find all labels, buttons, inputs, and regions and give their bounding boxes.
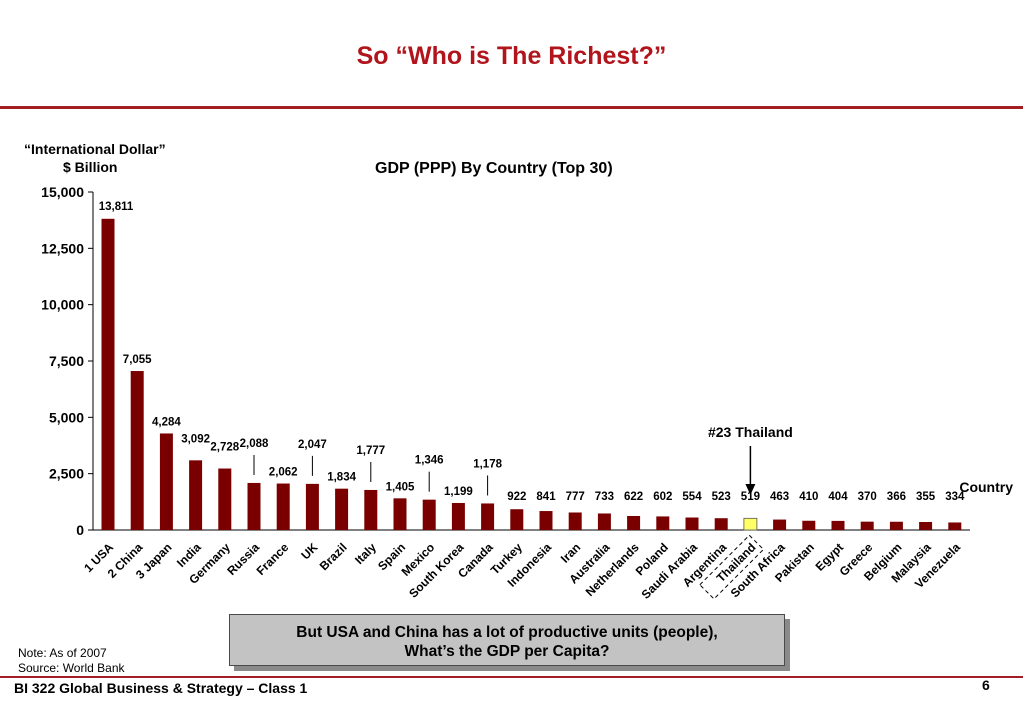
value-label: 922: [507, 491, 526, 503]
value-label: 410: [799, 491, 818, 503]
value-label: 602: [653, 491, 672, 503]
bar: [802, 520, 816, 530]
value-label: 2,728: [210, 442, 239, 454]
x-axis-title: Country: [959, 479, 1013, 495]
value-label: 370: [858, 491, 877, 503]
bar: [948, 522, 962, 530]
footer-rule: [0, 676, 1023, 678]
slide-title: So “Who is The Richest?”: [356, 42, 667, 70]
value-label: 622: [624, 491, 643, 503]
bar: [247, 482, 261, 530]
callout-line-1: But USA and China has a lot of productiv…: [296, 624, 718, 641]
value-label: 1,834: [327, 472, 356, 484]
bar: [919, 522, 933, 530]
value-label: 463: [770, 491, 789, 503]
bar: [773, 519, 787, 530]
bar: [714, 518, 728, 530]
category-label: UK: [298, 540, 320, 562]
value-label: 2,047: [298, 439, 327, 451]
value-label: 1,199: [444, 486, 473, 498]
category-label: France: [254, 540, 292, 578]
bar: [481, 503, 495, 530]
value-label: 4,284: [152, 416, 181, 428]
bar: [422, 499, 436, 530]
value-label: 404: [828, 491, 848, 503]
y-axis-unit-sublabel: $ Billion: [63, 159, 118, 175]
value-label: 554: [682, 491, 702, 503]
bar: [189, 460, 203, 530]
gdp-bar-chart: 0 2,500 5,000 7,500 10,000 12,500 15,000 13,811…: [41, 184, 1013, 602]
bar: [130, 371, 144, 530]
value-label: 7,055: [123, 354, 152, 366]
bar: [510, 509, 524, 530]
bar: [539, 511, 553, 530]
value-label: 3,092: [181, 433, 210, 445]
bar: [743, 517, 758, 531]
value-label: 841: [536, 491, 556, 503]
value-label: 1,405: [386, 481, 415, 493]
bar: [627, 515, 641, 530]
bar: [218, 468, 232, 530]
value-label: 1,346: [415, 455, 444, 467]
value-label: 2,088: [240, 438, 269, 450]
value-label: 334: [945, 491, 965, 503]
bar: [101, 218, 115, 531]
value-label: 13,811: [99, 201, 134, 213]
chart-title: GDP (PPP) By Country (Top 30): [375, 160, 613, 177]
y-tick-label: 5,000: [49, 409, 84, 425]
bar: [685, 517, 699, 530]
y-tick-label: 7,500: [49, 353, 84, 369]
page-number: 6: [982, 677, 990, 693]
bar: [597, 513, 611, 530]
y-axis-unit-label: “International Dollar”: [24, 141, 166, 157]
callout-line-2: What’s the GDP per Capita?: [404, 643, 610, 660]
bar: [451, 502, 465, 530]
value-label: 1,178: [473, 458, 502, 470]
y-tick-label: 2,500: [49, 466, 84, 482]
value-label: 366: [887, 491, 906, 503]
footer-course-title: BI 322 Global Business & Strategy – Clas…: [14, 680, 308, 696]
bar: [889, 521, 903, 530]
bar: [276, 483, 290, 530]
highlight-annotation: #23 Thailand: [708, 424, 793, 440]
y-tick-label: 0: [76, 522, 84, 538]
value-label: 2,062: [269, 467, 298, 479]
note-text: Note: As of 2007: [18, 646, 107, 660]
bar: [305, 483, 319, 530]
value-label: 1,777: [356, 445, 385, 457]
bar: [568, 512, 582, 530]
source-text: Source: World Bank: [18, 661, 125, 675]
value-label: 733: [595, 491, 614, 503]
y-tick-label: 12,500: [41, 240, 84, 256]
bar: [393, 498, 407, 530]
value-label: 523: [712, 491, 731, 503]
bar: [831, 520, 845, 530]
value-label: 777: [566, 491, 585, 503]
value-label: 355: [916, 491, 936, 503]
callout-box: But USA and China has a lot of productiv…: [229, 614, 785, 666]
y-tick-label: 15,000: [41, 184, 84, 200]
category-label: Iran: [558, 540, 583, 565]
annotation-arrow-head: [745, 484, 756, 495]
highlight-label-box: [699, 534, 765, 600]
bar: [860, 521, 874, 530]
value-label: 519: [741, 491, 760, 503]
y-tick-label: 10,000: [41, 297, 84, 313]
category-label: Brazil: [317, 540, 350, 573]
bar: [159, 433, 173, 530]
bar: [364, 489, 378, 530]
title-rule: [0, 106, 1023, 109]
bar: [656, 516, 670, 530]
bar: [335, 488, 349, 530]
